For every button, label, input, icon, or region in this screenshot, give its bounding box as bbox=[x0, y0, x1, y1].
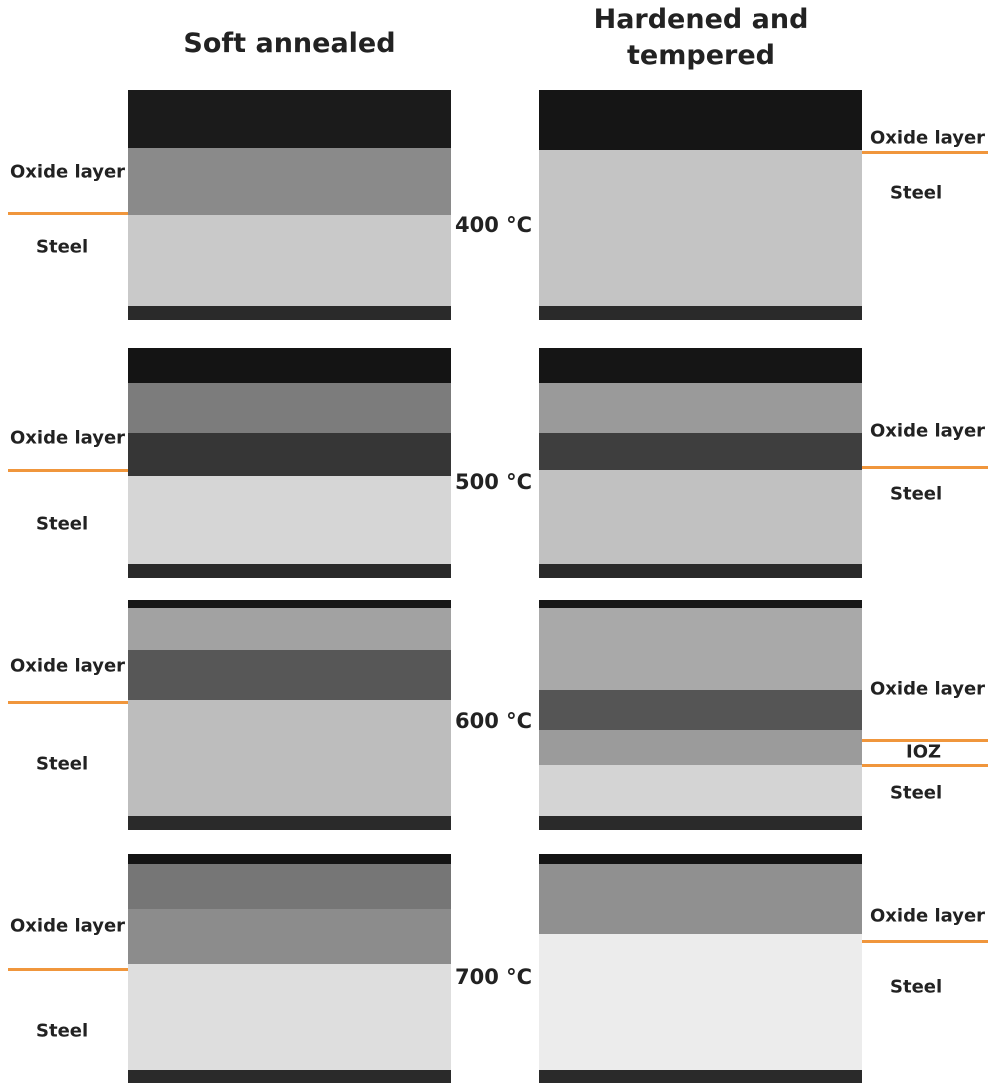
layer-label: Oxide layer bbox=[870, 679, 985, 700]
layer bbox=[128, 864, 451, 909]
column-title: Soft annealed bbox=[128, 26, 451, 62]
layer bbox=[128, 700, 451, 830]
layer-label: Oxide layer bbox=[10, 656, 125, 677]
layer bbox=[539, 608, 862, 690]
layer bbox=[539, 470, 862, 578]
layer bbox=[539, 690, 862, 730]
layer bbox=[539, 1070, 862, 1083]
layer bbox=[128, 650, 451, 700]
layer-label: Oxide layer bbox=[870, 128, 985, 149]
layer bbox=[128, 215, 451, 320]
sem-image bbox=[539, 854, 862, 1083]
sem-image bbox=[539, 348, 862, 578]
layer bbox=[128, 608, 451, 650]
interface-line bbox=[8, 968, 128, 971]
layer-label: Steel bbox=[36, 754, 88, 775]
sem-image bbox=[128, 90, 451, 320]
layer bbox=[128, 1070, 451, 1083]
temperature-label: 700 °C bbox=[455, 965, 532, 989]
layer-label: IOZ bbox=[906, 742, 941, 763]
interface-line bbox=[8, 701, 128, 704]
interface-line bbox=[8, 212, 128, 215]
layer-label: Steel bbox=[890, 183, 942, 204]
interface-line bbox=[862, 739, 988, 742]
figure: Soft annealed Hardened and tempered 400 … bbox=[0, 0, 993, 1083]
layer bbox=[539, 864, 862, 934]
layer-label: Steel bbox=[890, 484, 942, 505]
layer bbox=[539, 306, 862, 320]
layer bbox=[539, 348, 862, 383]
layer bbox=[128, 909, 451, 964]
sem-image bbox=[128, 348, 451, 578]
layer-label: Oxide layer bbox=[870, 421, 985, 442]
layer bbox=[128, 600, 451, 608]
temperature-label: 400 °C bbox=[455, 213, 532, 237]
column-title: Hardened and tempered bbox=[560, 2, 842, 74]
layer bbox=[539, 564, 862, 578]
sem-image bbox=[128, 854, 451, 1083]
layer bbox=[539, 934, 862, 1083]
interface-line bbox=[862, 151, 988, 154]
sem-image bbox=[539, 90, 862, 320]
sem-image bbox=[128, 600, 451, 830]
layer-label: Steel bbox=[36, 514, 88, 535]
layer bbox=[128, 433, 451, 476]
layer bbox=[539, 383, 862, 433]
layer bbox=[539, 90, 862, 150]
layer bbox=[539, 854, 862, 864]
layer bbox=[539, 433, 862, 470]
layer bbox=[539, 150, 862, 320]
sem-image bbox=[539, 600, 862, 830]
layer-label: Oxide layer bbox=[10, 916, 125, 937]
layer bbox=[128, 854, 451, 864]
layer bbox=[539, 600, 862, 608]
layer-label: Oxide layer bbox=[10, 428, 125, 449]
layer bbox=[128, 564, 451, 578]
interface-line bbox=[862, 940, 988, 943]
interface-line bbox=[862, 764, 988, 767]
layer bbox=[128, 964, 451, 1083]
layer bbox=[128, 148, 451, 215]
layer-label: Steel bbox=[36, 1021, 88, 1042]
layer bbox=[539, 730, 862, 765]
layer-label: Steel bbox=[890, 977, 942, 998]
layer bbox=[128, 348, 451, 383]
layer bbox=[128, 816, 451, 830]
interface-line bbox=[8, 469, 128, 472]
layer-label: Steel bbox=[36, 237, 88, 258]
layer-label: Steel bbox=[890, 783, 942, 804]
layer bbox=[539, 816, 862, 830]
layer bbox=[128, 476, 451, 578]
layer bbox=[128, 90, 451, 148]
interface-line bbox=[862, 466, 988, 469]
temperature-label: 600 °C bbox=[455, 709, 532, 733]
temperature-label: 500 °C bbox=[455, 470, 532, 494]
layer bbox=[128, 306, 451, 320]
layer-label: Oxide layer bbox=[870, 906, 985, 927]
layer bbox=[128, 383, 451, 433]
layer-label: Oxide layer bbox=[10, 162, 125, 183]
